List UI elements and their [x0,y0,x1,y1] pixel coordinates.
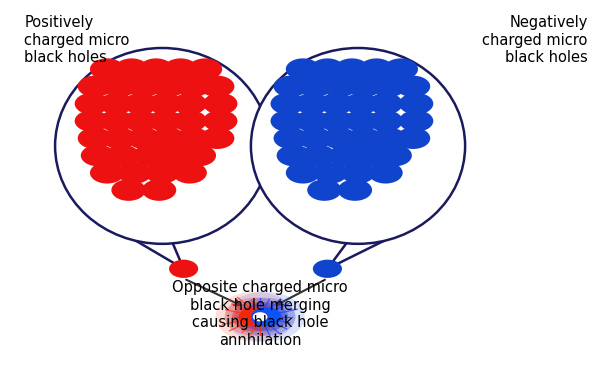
Circle shape [124,110,158,132]
Circle shape [139,58,173,80]
Circle shape [203,110,237,132]
Circle shape [105,145,140,166]
Circle shape [396,127,430,149]
Circle shape [323,76,357,97]
Circle shape [347,76,381,97]
Circle shape [148,110,182,132]
Circle shape [90,162,124,184]
Circle shape [298,127,332,149]
Circle shape [173,162,207,184]
Circle shape [242,302,288,331]
Circle shape [114,58,149,80]
Circle shape [90,58,124,80]
Circle shape [295,110,329,132]
Circle shape [111,179,146,201]
Circle shape [298,76,332,97]
Polygon shape [327,240,386,269]
Circle shape [335,58,369,80]
Circle shape [188,58,222,80]
Circle shape [169,260,198,278]
Circle shape [274,76,308,97]
Circle shape [102,127,136,149]
Circle shape [378,145,412,166]
Circle shape [344,93,378,114]
Circle shape [347,127,381,149]
Circle shape [253,312,267,321]
Circle shape [277,145,311,166]
Circle shape [344,110,378,132]
Circle shape [368,110,403,132]
Circle shape [396,76,430,97]
Circle shape [133,145,167,166]
Circle shape [173,93,207,114]
Text: Positively
charged micro
black holes: Positively charged micro black holes [24,15,130,65]
Circle shape [399,93,433,114]
Circle shape [99,93,133,114]
Circle shape [225,298,286,336]
Circle shape [127,127,161,149]
Circle shape [78,127,112,149]
Circle shape [286,58,320,80]
Circle shape [295,93,329,114]
Circle shape [124,93,158,114]
Circle shape [319,110,354,132]
Circle shape [301,145,335,166]
Circle shape [286,162,320,184]
Circle shape [118,162,152,184]
Circle shape [310,58,345,80]
Circle shape [319,93,354,114]
Circle shape [81,145,115,166]
Circle shape [151,127,185,149]
Circle shape [200,127,234,149]
Circle shape [225,292,305,342]
Circle shape [148,93,182,114]
Circle shape [359,58,394,80]
Circle shape [78,76,112,97]
Circle shape [341,162,375,184]
Circle shape [239,307,269,326]
Circle shape [313,162,348,184]
Circle shape [75,93,109,114]
Circle shape [368,93,403,114]
Circle shape [173,110,207,132]
Circle shape [163,58,198,80]
Circle shape [232,302,278,331]
Circle shape [75,110,109,132]
Circle shape [157,145,192,166]
Circle shape [271,110,305,132]
Circle shape [99,110,133,132]
Circle shape [329,145,363,166]
Circle shape [142,179,176,201]
Circle shape [313,260,342,278]
Circle shape [145,162,179,184]
Circle shape [338,179,372,201]
Circle shape [102,76,136,97]
Ellipse shape [55,48,269,244]
Circle shape [399,110,433,132]
Circle shape [215,292,295,342]
Circle shape [371,127,406,149]
Text: Opposite charged micro
black hole merging
causing black hole
annhilation: Opposite charged micro black hole mergin… [173,280,348,348]
Text: Negatively
charged micro
black holes: Negatively charged micro black holes [482,15,588,65]
Circle shape [384,58,418,80]
Circle shape [203,93,237,114]
Circle shape [151,76,185,97]
Circle shape [176,76,210,97]
Circle shape [200,76,234,97]
Circle shape [323,127,357,149]
Polygon shape [135,240,184,269]
Circle shape [274,127,308,149]
Circle shape [353,145,387,166]
Circle shape [176,127,210,149]
Circle shape [234,298,296,336]
Circle shape [182,145,216,166]
Circle shape [307,179,341,201]
Ellipse shape [251,48,465,244]
Circle shape [371,76,406,97]
Circle shape [251,307,282,326]
Circle shape [271,93,305,114]
Circle shape [368,162,403,184]
Circle shape [127,76,161,97]
